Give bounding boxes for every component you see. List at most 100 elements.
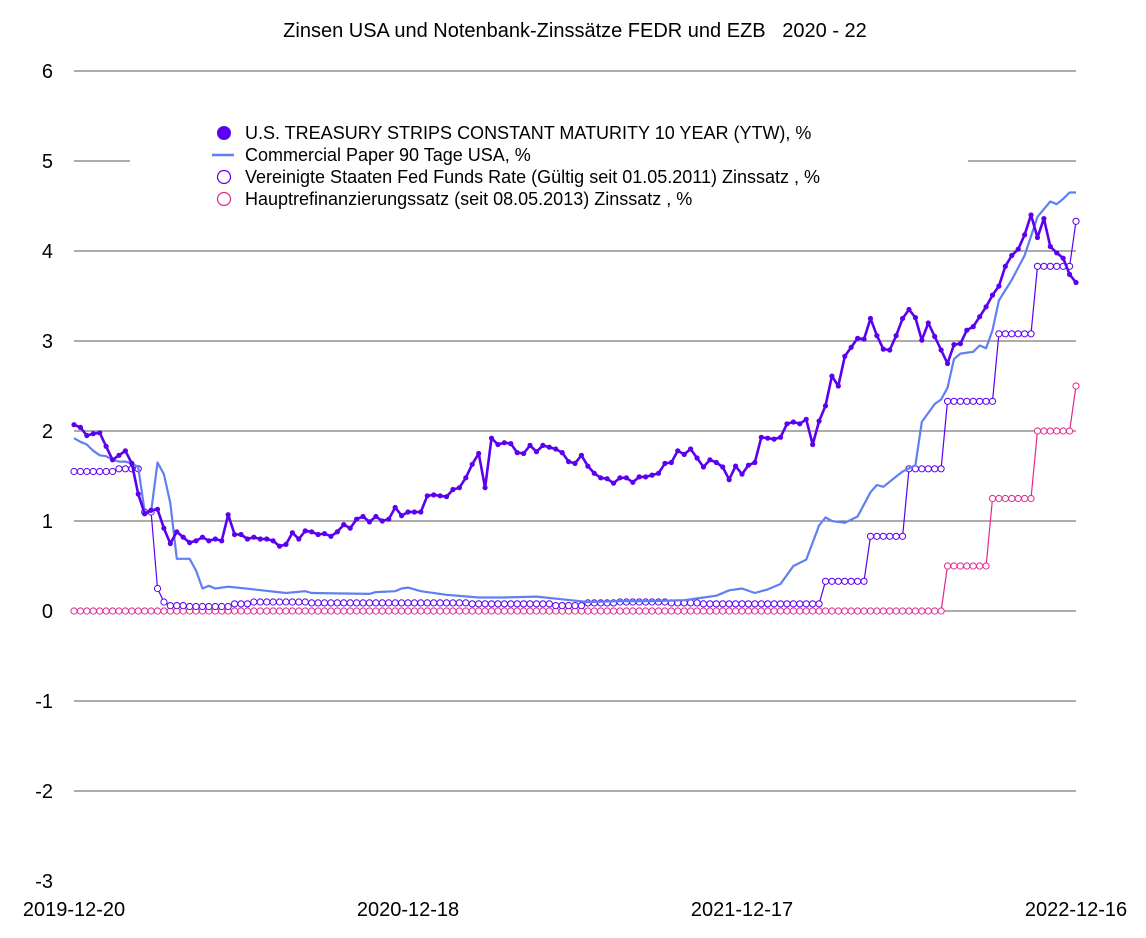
data-point [450,486,456,493]
y-tick-label: -2 [35,781,53,803]
data-point [115,607,123,615]
data-point [532,600,541,608]
data-point [977,314,983,320]
data-point [1046,427,1054,435]
data-point [1053,262,1061,270]
data-point [642,607,650,615]
data-point [269,607,277,615]
data-point [430,607,438,615]
x-axis-ticks: 2019-12-20 2020-12-18 2021-12-17 2022-12-16 [23,899,1127,921]
data-point [937,465,945,473]
data-point [764,607,772,615]
data-point [243,600,252,608]
data-point [161,525,167,531]
data-point [571,602,579,610]
data-point [886,607,894,615]
data-point [379,518,385,524]
data-point [802,600,810,608]
data-point [796,600,804,608]
data-point [719,600,727,608]
data-point [482,485,488,491]
data-point [604,476,610,482]
data-point [475,607,483,615]
data-point [282,598,290,606]
data-point [899,315,906,322]
data-point [584,607,592,615]
data-point [790,419,796,425]
data-point [90,431,96,437]
data-point [681,451,687,457]
data-point [264,536,270,542]
data-point [822,403,829,409]
data-point [1027,330,1035,338]
data-point [398,513,405,519]
data-point [333,599,341,607]
data-point [128,607,136,615]
data-point [699,600,708,608]
data-point [314,607,322,615]
data-point [996,283,1002,289]
data-point [340,607,348,615]
data-point [295,598,303,606]
data-point [288,607,296,615]
data-point [526,600,534,608]
data-point [662,460,668,466]
data-point [173,602,181,610]
data-point [418,509,424,515]
data-point [577,602,586,610]
data-point [141,607,149,615]
legend-background [130,114,968,214]
data-point [142,511,148,517]
data-point [365,607,374,615]
data-point [1040,262,1048,270]
data-point [404,599,412,607]
data-point [391,607,399,615]
data-point [719,607,727,615]
data-point [373,513,379,520]
data-point [757,607,765,615]
data-point [712,600,720,608]
data-point [944,360,951,367]
data-point [494,600,502,608]
data-point [211,602,219,611]
data-point [982,562,990,570]
data-point [116,452,122,458]
data-point [545,600,553,608]
data-point [809,607,817,615]
data-point [251,534,257,540]
data-point [943,397,952,405]
data-point [635,607,643,615]
data-point [327,599,335,607]
data-point [585,463,591,469]
data-point [861,336,867,342]
data-point [192,602,200,611]
data-point [315,531,321,538]
data-point [410,599,419,607]
data-point [765,435,771,441]
data-point [108,467,117,476]
data-point [431,492,437,498]
data-point [521,450,527,457]
data-point [636,474,642,480]
data-point [256,598,264,606]
data-point [430,599,438,607]
data-point [84,432,90,439]
data-point [359,607,367,615]
data-point [661,607,669,615]
data-point [931,465,939,473]
data-point [288,598,296,606]
data-point [392,504,398,511]
data-point [731,600,740,608]
data-point [847,607,855,615]
data-point [552,602,560,610]
data-point [674,607,682,615]
data-point [886,532,894,540]
data-point [397,599,406,607]
data-point [520,600,528,608]
series-line [74,221,1077,608]
data-point [995,494,1003,503]
data-point [527,442,533,448]
data-point [321,531,328,537]
data-point [796,607,804,615]
plot-area [70,191,1080,615]
